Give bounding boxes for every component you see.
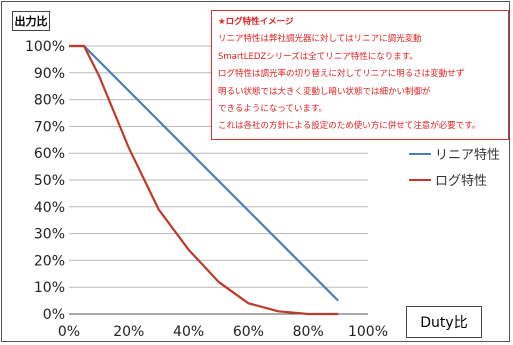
y-tick-label: 80% [34, 93, 65, 109]
y-tick-label: 0% [43, 307, 65, 323]
x-tick-label: 20% [113, 324, 144, 340]
x-axis-label: Duty比 [406, 306, 482, 338]
y-tick-label: 40% [34, 200, 65, 216]
note-line: SmartLEDZシリーズは全てリニア特性になります。 [218, 51, 418, 62]
y-tick-label: 100% [25, 39, 65, 55]
y-tick-label: 70% [34, 119, 65, 135]
y-tick-label: 60% [34, 146, 65, 162]
note-line: 明るい状態では大きく変動し暗い状態では細かい制御が [218, 86, 431, 97]
y-tick-label: 30% [34, 227, 65, 243]
note-line: リニア特性は弊社調光器に対してはリニアに調光変動 [218, 34, 422, 45]
x-tick-label: 0% [58, 324, 80, 340]
legend-swatch-log [409, 178, 431, 181]
legend-label-log: ログ特性 [435, 174, 488, 189]
note-line: ログ特性は調光率の切り替えに対してリニアに明るさは変動せず [218, 69, 465, 80]
y-tick-label: 10% [34, 280, 65, 296]
note-box: ★ログ特性イメージ リニア特性は弊社調光器に対してはリニアに調光変動 Smart… [211, 10, 509, 140]
y-tick-label: 90% [34, 66, 65, 82]
x-tick-label: 100% [348, 324, 388, 340]
note-title: ★ログ特性イメージ [218, 17, 294, 27]
tick-labels: 0% 10% 20% 30% 40% 50% 60% 70% 80% 90% 100% 0% 20% 40… [25, 39, 388, 340]
y-tick-label: 20% [34, 253, 65, 269]
x-tick-label: 60% [233, 324, 264, 340]
chart-plot: 0% 10% 20% 30% 40% 50% 60% 70% 80% 90% 100% 0% 20% 40… [25, 39, 388, 340]
legend-swatch-linear [409, 152, 431, 155]
legend-item-log: ログ特性 [409, 170, 487, 189]
y-tick-label: 50% [34, 173, 65, 189]
note-line: できるようになっています。 [218, 104, 328, 115]
x-tick-label: 80% [293, 324, 324, 340]
legend-item-linear: リニア特性 [409, 144, 500, 163]
series-line-log [69, 44, 339, 316]
legend-label-linear: リニア特性 [435, 148, 501, 163]
note-line: これは各社の方針による設定のため使い方に併せて注意が必要です。 [218, 121, 481, 132]
series-lines [69, 44, 339, 316]
x-tick-label: 40% [173, 324, 204, 340]
y-axis-label: 出力比 [12, 11, 50, 31]
